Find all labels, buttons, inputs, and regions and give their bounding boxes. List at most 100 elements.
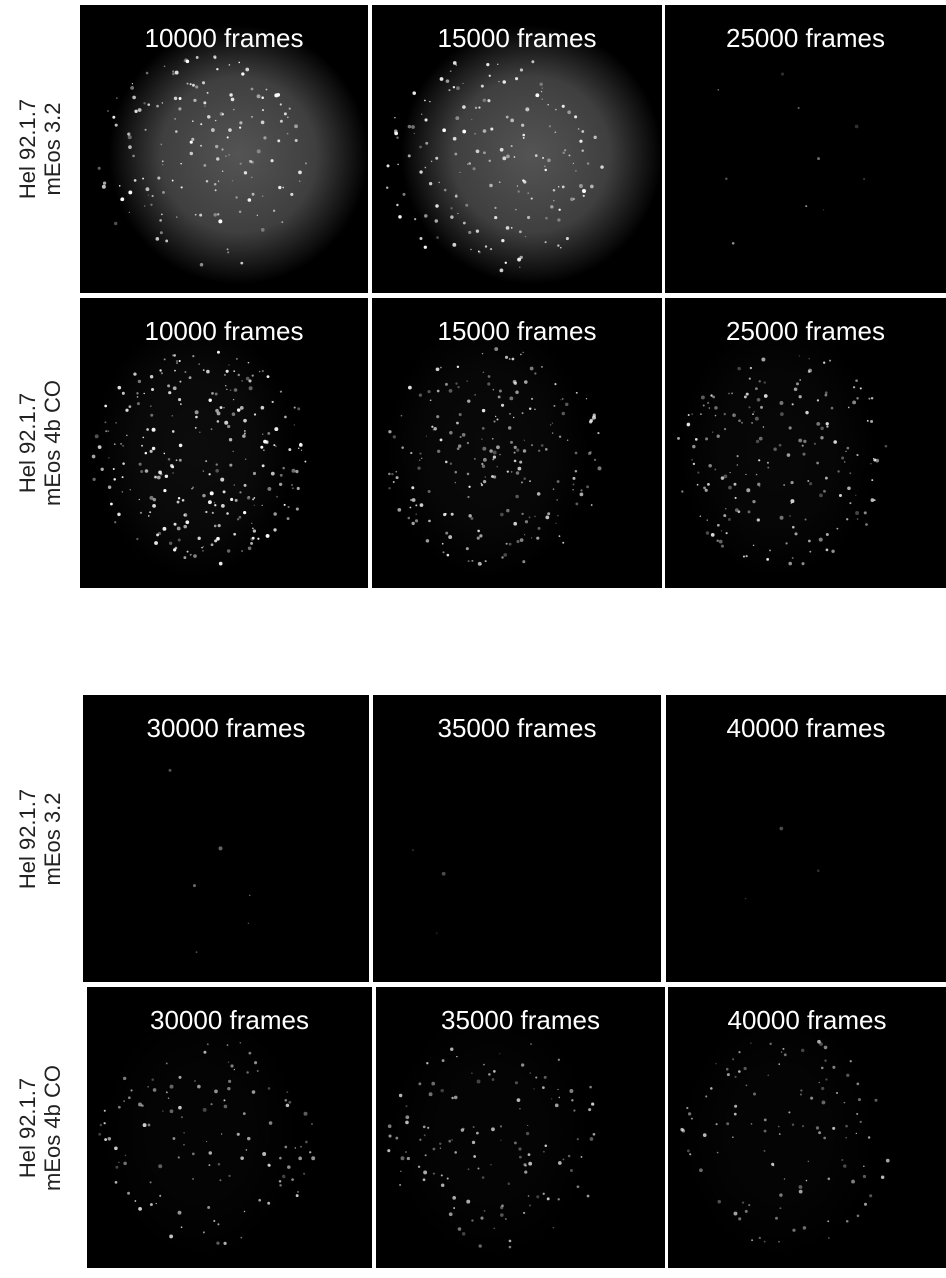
speckle [174, 118, 176, 120]
speckle [252, 498, 254, 500]
speckle [590, 1137, 594, 1141]
speckle [182, 499, 185, 502]
speckle [521, 481, 523, 483]
speckle [252, 374, 254, 376]
speckle [245, 459, 246, 460]
speckle [788, 562, 792, 566]
speckle [521, 513, 523, 515]
speckle [274, 93, 278, 97]
speckle [185, 520, 189, 524]
speckle [234, 388, 238, 392]
speckle [175, 71, 179, 75]
speckle [788, 1111, 790, 1113]
speckle [503, 553, 507, 557]
speckle [221, 504, 225, 508]
speckle [292, 487, 294, 489]
speckle [844, 461, 845, 462]
speckle [691, 413, 693, 415]
speckle [190, 141, 193, 144]
speckle [266, 534, 270, 538]
speckle [251, 176, 253, 178]
speckle [300, 443, 302, 445]
speckle [472, 1141, 475, 1144]
speckle [401, 446, 404, 449]
speckle [848, 407, 850, 409]
speckle [836, 528, 838, 530]
speckle [751, 1239, 753, 1241]
speckle [593, 414, 596, 417]
speckle [752, 413, 754, 415]
speckle [122, 491, 123, 492]
speckle [522, 352, 523, 353]
speckle [511, 471, 513, 473]
speckle [527, 216, 530, 219]
speckle [567, 440, 568, 441]
speckle [687, 1150, 690, 1153]
speckle [515, 495, 519, 499]
speckle [558, 1059, 560, 1061]
speckle [473, 1126, 475, 1128]
speckle [219, 1179, 221, 1181]
speckle [239, 516, 242, 519]
speckle [154, 541, 158, 545]
speckle [535, 154, 538, 157]
speckle [483, 480, 486, 483]
speckle [137, 396, 139, 398]
speckle [148, 1124, 151, 1127]
speckle [262, 1152, 266, 1156]
micrograph: 40000 frames [668, 987, 946, 1268]
speckle [537, 492, 541, 496]
speckle [244, 171, 247, 174]
speckle [398, 215, 401, 218]
speckle [870, 463, 871, 464]
speckle [114, 222, 117, 225]
speckle [562, 412, 566, 416]
speckle [481, 438, 482, 439]
speckle [498, 81, 499, 82]
speckle [521, 1063, 524, 1066]
speckle [779, 401, 783, 405]
speckle [224, 1105, 228, 1109]
speckle [160, 144, 162, 146]
speckle [429, 182, 432, 185]
speckle [262, 370, 264, 372]
speckle [577, 1138, 579, 1140]
speckle [172, 70, 174, 72]
speckle [514, 446, 517, 449]
speckle [553, 488, 555, 490]
speckle [784, 1053, 787, 1056]
speckle [138, 380, 141, 383]
speckle [455, 195, 458, 198]
speckle [829, 360, 831, 362]
speckle [457, 386, 459, 388]
speckle [130, 86, 134, 90]
speckle [473, 167, 476, 170]
speckle [509, 396, 513, 400]
speckle [573, 163, 574, 164]
micrograph: 10000 frames [80, 5, 368, 293]
speckle [228, 364, 229, 365]
speckle [556, 499, 558, 501]
speckle [457, 213, 458, 214]
speckle [515, 209, 517, 211]
speckle [737, 455, 739, 457]
speckle [688, 414, 690, 416]
speckle [249, 386, 253, 390]
speckle [158, 532, 161, 535]
speckle [767, 462, 769, 464]
speckle [837, 470, 839, 472]
speckle [214, 1090, 218, 1094]
speckle [515, 1081, 518, 1084]
speckle [544, 166, 545, 167]
speckle [492, 1078, 495, 1081]
speckle [471, 1072, 472, 1073]
speckle [478, 106, 480, 108]
speckle [447, 554, 450, 557]
speckle [453, 86, 455, 88]
speckle [388, 1124, 392, 1128]
speckle [544, 1076, 547, 1079]
speckle [271, 159, 274, 162]
speckle [252, 527, 254, 529]
speckle [120, 443, 122, 445]
speckle [529, 1205, 531, 1207]
